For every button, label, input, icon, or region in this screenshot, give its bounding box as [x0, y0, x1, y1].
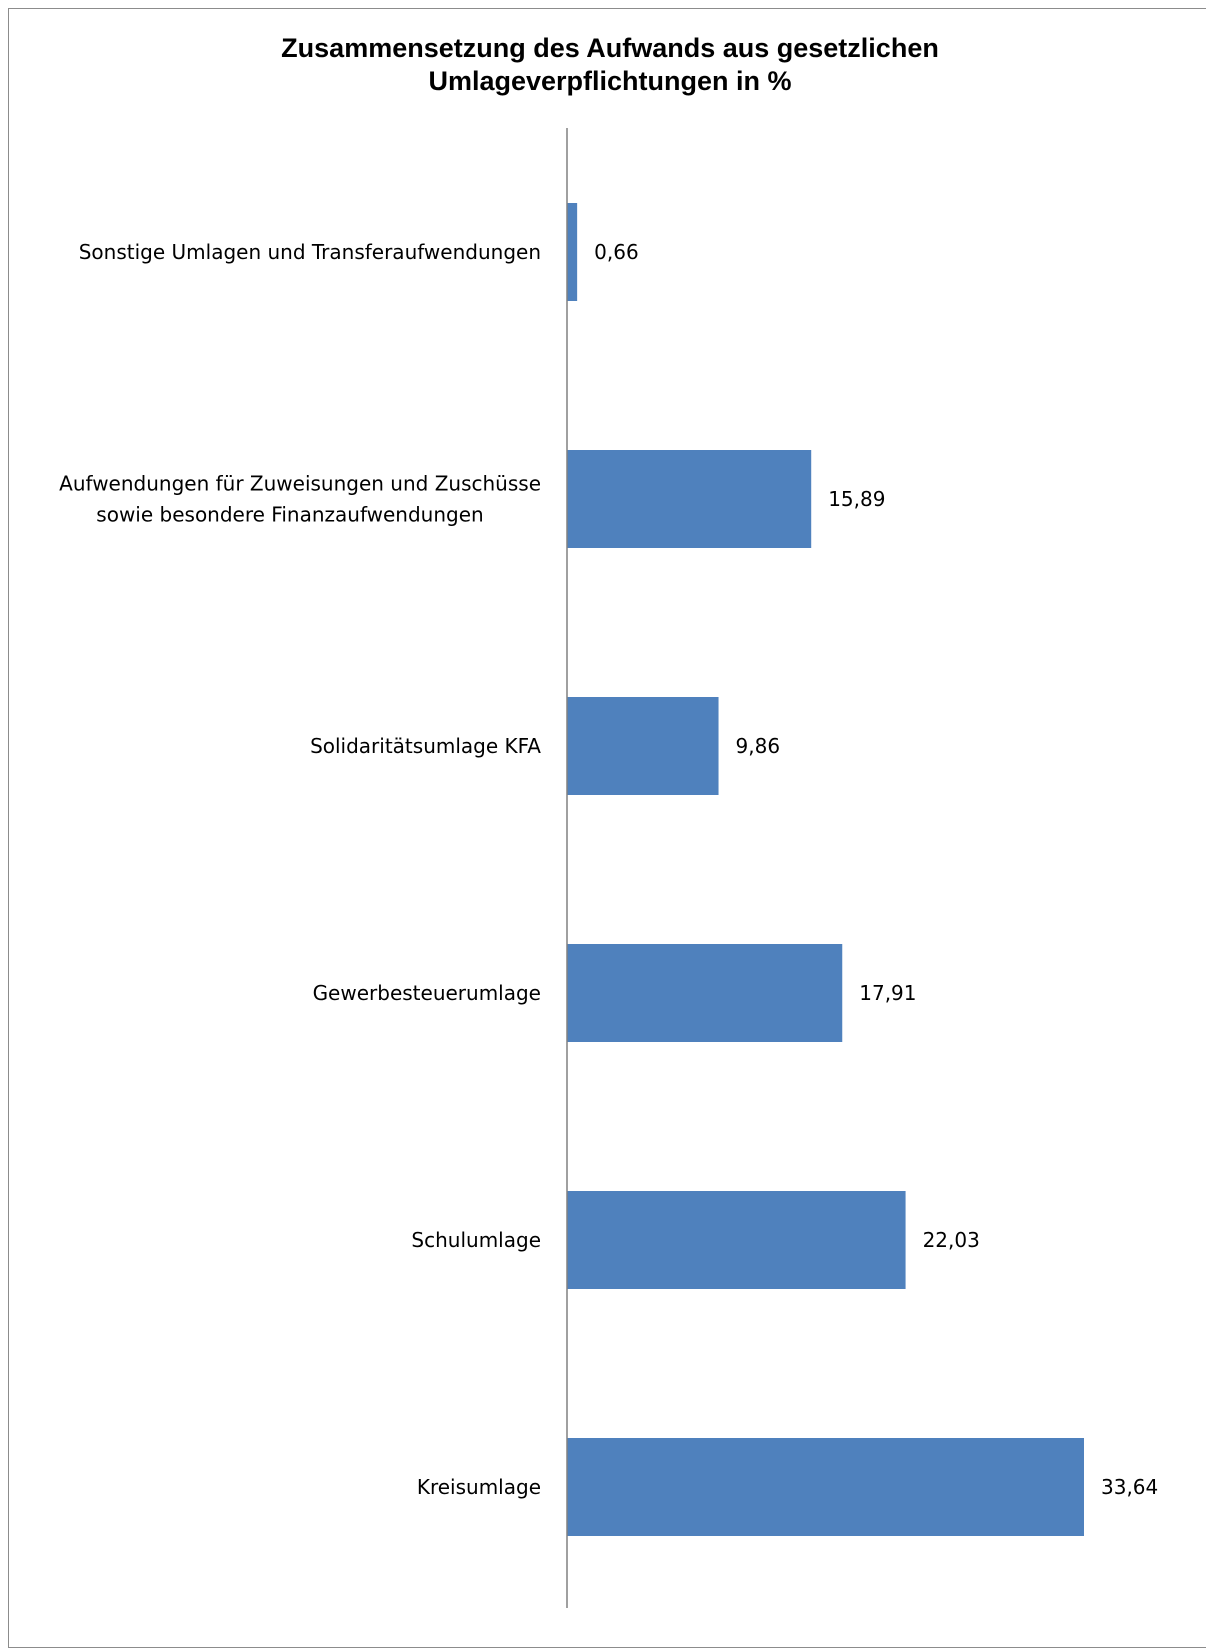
category-label: Gewerbesteuerumlage — [313, 981, 541, 1005]
bar — [567, 944, 843, 1042]
category-label: Sonstige Umlagen und Transferaufwendunge… — [79, 240, 541, 264]
category-label: Kreisumlage — [417, 1475, 541, 1499]
bar — [567, 1438, 1084, 1536]
data-label: 22,03 — [923, 1228, 980, 1252]
data-label: 33,64 — [1101, 1475, 1158, 1499]
category-label: Solidaritätsumlage KFA — [310, 734, 541, 758]
bar — [567, 203, 578, 301]
category-label: Aufwendungen für Zuweisungen und Zuschüs… — [59, 472, 541, 496]
bar — [567, 697, 719, 795]
chart-title-line-2: Umlageverpflichtungen in % — [428, 66, 792, 96]
bar — [567, 1191, 906, 1289]
bar — [567, 450, 812, 548]
chart-title: Zusammensetzung des Aufwands aus gesetzl… — [0, 32, 1206, 98]
data-label: 9,86 — [736, 734, 781, 758]
chart-frame — [8, 8, 1206, 1648]
category-label: Schulumlage — [411, 1228, 541, 1252]
data-label: 0,66 — [594, 240, 639, 264]
data-label: 15,89 — [828, 487, 885, 511]
category-label: sowie besondere Finanzaufwendungen — [96, 503, 483, 527]
chart-title-line-1: Zusammensetzung des Aufwands aus gesetzl… — [281, 33, 939, 63]
data-label: 17,91 — [859, 981, 916, 1005]
